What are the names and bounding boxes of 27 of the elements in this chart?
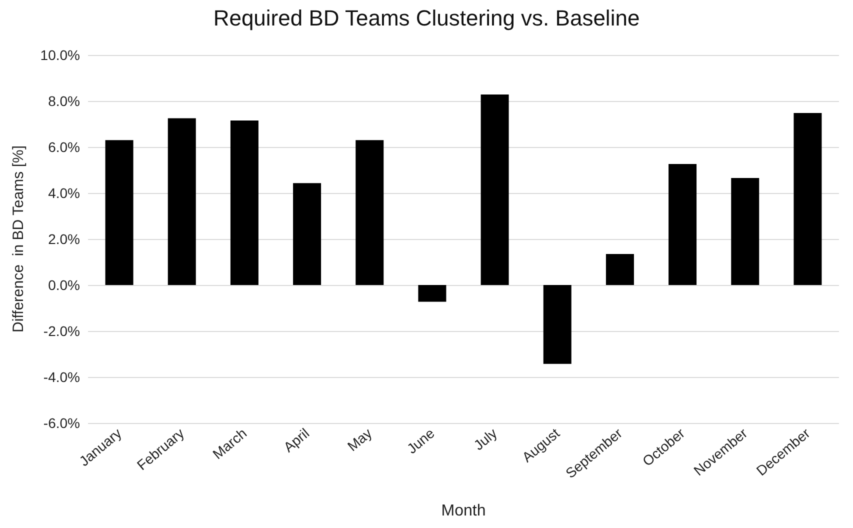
bar <box>168 118 196 285</box>
y-tick-label: -6.0% <box>43 415 80 431</box>
bar <box>293 183 322 285</box>
bar <box>668 164 697 285</box>
bar <box>356 140 384 285</box>
bar <box>418 285 446 302</box>
bar <box>105 140 134 285</box>
y-tick-label: 0.0% <box>48 277 80 293</box>
x-axis-title: Month <box>441 502 486 520</box>
y-tick-label: 10.0% <box>40 47 80 63</box>
y-tick-label: 6.0% <box>48 139 80 155</box>
y-tick-label: 2.0% <box>48 231 80 247</box>
y-tick-label: -4.0% <box>43 369 80 385</box>
chart-title: Required BD Teams Clustering vs. Baseline <box>213 6 640 30</box>
bar <box>731 178 760 285</box>
bar <box>606 254 634 285</box>
y-tick-label: 4.0% <box>48 185 80 201</box>
bar <box>543 285 572 364</box>
x-tick-label: May <box>344 424 375 454</box>
bar <box>480 94 509 285</box>
bar <box>794 112 822 285</box>
y-tick-label: -2.0% <box>43 323 80 339</box>
y-tick-label: 8.0% <box>48 93 80 109</box>
x-tick-label: June <box>404 424 438 457</box>
y-axis-title: Difference in BD Teams [%] <box>10 145 27 333</box>
bar <box>230 120 258 285</box>
x-tick-label: July <box>470 424 500 454</box>
